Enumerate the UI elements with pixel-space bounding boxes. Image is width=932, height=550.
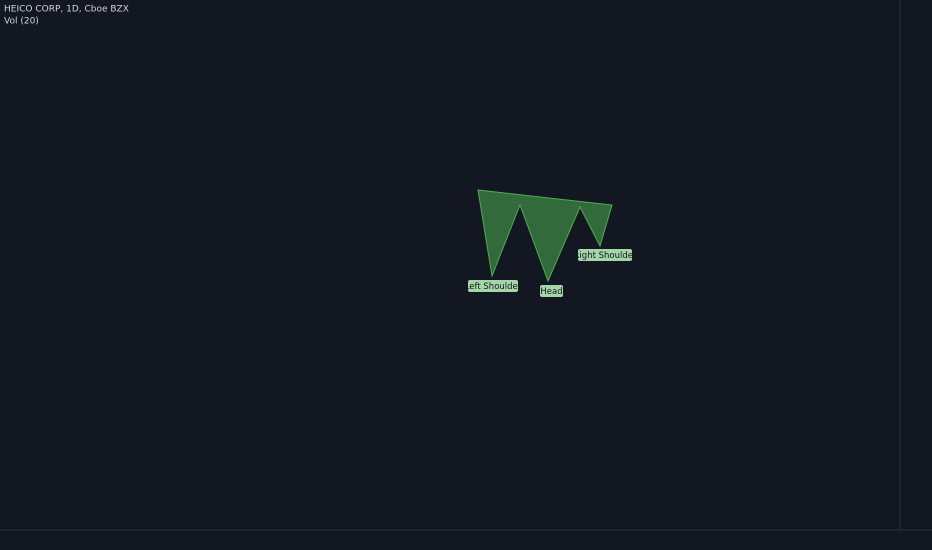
indicator-label: Vol (20) [4,17,39,27]
symbol-title: HEICO CORP, 1D, Cboe BZX [4,5,129,15]
annotation-box [578,249,632,261]
annotation-box [540,285,563,297]
annotation-box [468,280,518,292]
annotation: Right Shoulder [574,251,637,261]
head-shoulders-pattern [477,189,613,283]
annotation: Head [540,287,562,297]
annotation: Left Shoulder [465,282,522,292]
